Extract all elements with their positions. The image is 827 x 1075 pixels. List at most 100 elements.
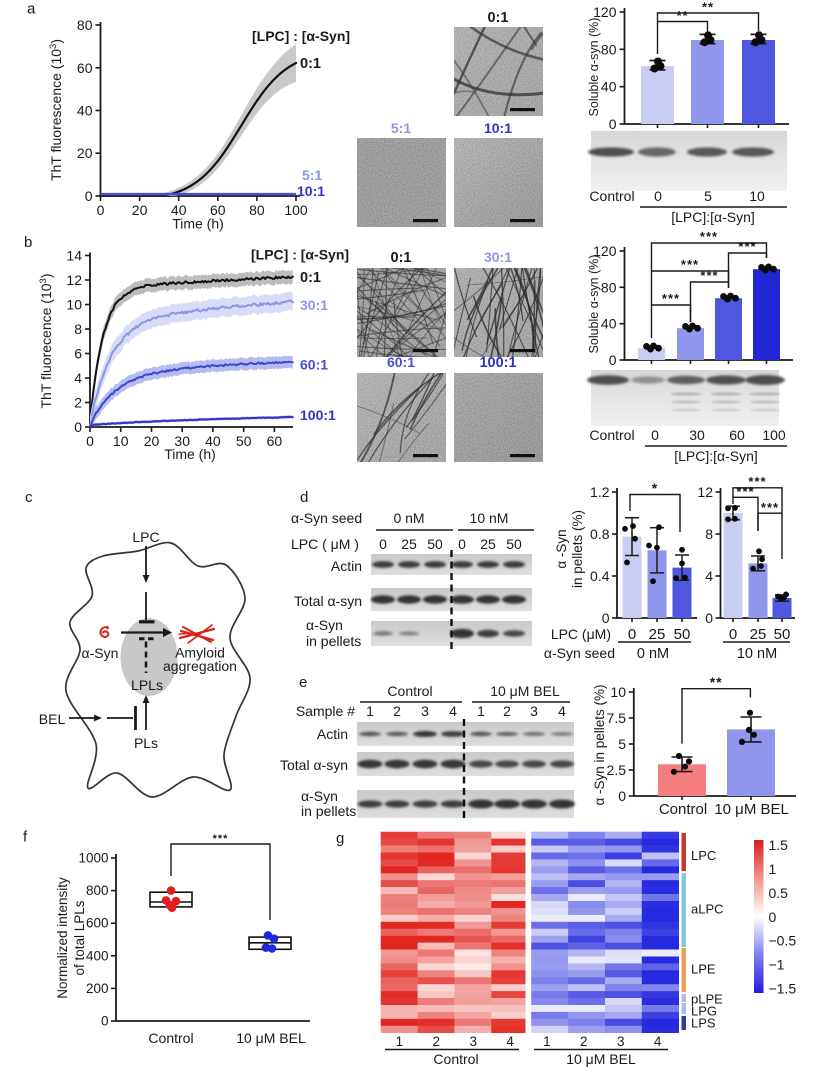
svg-text:60:1: 60:1 xyxy=(300,357,328,373)
svg-text:***: *** xyxy=(700,229,718,244)
svg-text:30:1: 30:1 xyxy=(300,297,328,313)
svg-text:α-Syn: α-Syn xyxy=(82,645,119,661)
svg-text:LPC ( μM ): LPC ( μM ) xyxy=(291,536,359,552)
svg-text:1.2: 1.2 xyxy=(590,484,610,500)
svg-text:Control: Control xyxy=(659,801,707,818)
svg-text:0: 0 xyxy=(609,116,617,132)
svg-text:25: 25 xyxy=(401,536,417,552)
svg-text:0: 0 xyxy=(458,536,466,552)
svg-text:40: 40 xyxy=(77,103,93,119)
svg-text:f: f xyxy=(23,829,28,846)
svg-text:0: 0 xyxy=(769,909,777,925)
svg-text:0.5: 0.5 xyxy=(769,885,789,901)
svg-text:3: 3 xyxy=(530,703,538,719)
svg-text:Time (h): Time (h) xyxy=(164,446,216,462)
svg-text:0: 0 xyxy=(618,788,626,804)
svg-text:ThT fluorescence (103): ThT fluorescence (103) xyxy=(48,39,65,181)
svg-text:α -Syn: α -Syn xyxy=(554,529,569,568)
svg-text:PLs: PLs xyxy=(134,735,158,751)
svg-text:Control: Control xyxy=(589,427,634,443)
svg-text:1: 1 xyxy=(769,861,777,877)
svg-text:2: 2 xyxy=(580,1034,588,1049)
svg-text:10 μM BEL: 10 μM BEL xyxy=(714,801,789,818)
svg-text:e: e xyxy=(299,674,307,691)
svg-text:***: *** xyxy=(738,239,756,254)
svg-text:200: 200 xyxy=(86,981,109,996)
svg-text:in pellets: in pellets xyxy=(306,633,361,649)
svg-text:0:1: 0:1 xyxy=(300,56,321,72)
svg-text:**: ** xyxy=(702,0,714,15)
svg-text:3: 3 xyxy=(469,1034,477,1049)
svg-text:d: d xyxy=(300,489,308,506)
svg-text:5: 5 xyxy=(618,736,626,752)
svg-text:−1.5: −1.5 xyxy=(769,981,797,997)
svg-text:−1: −1 xyxy=(769,957,785,973)
svg-text:50: 50 xyxy=(236,433,252,449)
svg-text:10: 10 xyxy=(113,433,129,449)
svg-text:1: 1 xyxy=(396,1034,404,1049)
svg-text:b: b xyxy=(24,234,32,251)
svg-text:80: 80 xyxy=(601,279,617,295)
svg-text:1.5: 1.5 xyxy=(769,837,789,853)
svg-text:40: 40 xyxy=(601,316,617,332)
svg-text:Soluble α-syn (%): Soluble α-syn (%) xyxy=(587,18,601,117)
svg-text:Actin: Actin xyxy=(317,726,348,742)
svg-text:Time (h): Time (h) xyxy=(172,216,224,232)
svg-text:0: 0 xyxy=(729,626,737,643)
svg-text:LPG: LPG xyxy=(691,1004,717,1019)
svg-text:400: 400 xyxy=(86,948,109,963)
svg-text:40: 40 xyxy=(171,202,187,218)
svg-text:0: 0 xyxy=(379,536,387,552)
svg-text:10 μM BEL: 10 μM BEL xyxy=(490,683,560,699)
svg-text:60:1: 60:1 xyxy=(387,354,415,370)
svg-text:of total LPLs: of total LPLs xyxy=(72,900,87,975)
svg-text:0 nM: 0 nM xyxy=(637,646,669,662)
svg-text:4: 4 xyxy=(705,568,713,584)
svg-text:1: 1 xyxy=(477,703,485,719)
svg-text:50: 50 xyxy=(774,626,791,643)
svg-text:Soluble α-syn (%): Soluble α-syn (%) xyxy=(587,255,601,354)
svg-text:0: 0 xyxy=(705,610,713,626)
svg-text:0: 0 xyxy=(74,419,82,435)
svg-text:120: 120 xyxy=(593,243,617,259)
svg-text:100:1: 100:1 xyxy=(300,407,336,423)
svg-text:***: *** xyxy=(748,474,766,489)
svg-text:0: 0 xyxy=(628,626,636,643)
svg-text:Control: Control xyxy=(589,188,634,204)
svg-text:20: 20 xyxy=(132,202,148,218)
svg-text:60: 60 xyxy=(267,433,283,449)
svg-text:0: 0 xyxy=(97,202,105,218)
svg-text:0.4: 0.4 xyxy=(590,568,610,584)
svg-text:800: 800 xyxy=(86,883,109,898)
svg-text:50: 50 xyxy=(427,536,443,552)
svg-text:10: 10 xyxy=(749,188,765,204)
svg-text:g: g xyxy=(336,830,344,847)
svg-text:c: c xyxy=(25,489,33,506)
svg-text:Control: Control xyxy=(433,1051,478,1067)
svg-text:12: 12 xyxy=(66,272,82,288)
svg-text:10:1: 10:1 xyxy=(484,120,512,136)
svg-text:4: 4 xyxy=(74,370,82,386)
svg-text:0: 0 xyxy=(101,1014,109,1029)
svg-text:25: 25 xyxy=(750,626,767,643)
svg-text:α-Syn: α-Syn xyxy=(301,788,338,804)
svg-text:3: 3 xyxy=(421,703,429,719)
svg-text:2: 2 xyxy=(393,703,401,719)
svg-text:20: 20 xyxy=(77,145,93,161)
svg-text:10 μM BEL: 10 μM BEL xyxy=(236,1030,306,1046)
svg-text:[LPC] : [α-Syn]: [LPC] : [α-Syn] xyxy=(251,247,349,263)
svg-text:80: 80 xyxy=(77,17,93,33)
svg-text:0: 0 xyxy=(654,188,662,204)
svg-text:LPLs: LPLs xyxy=(131,677,163,693)
svg-text:α-Syn: α-Syn xyxy=(306,617,343,633)
svg-text:in pellets (%): in pellets (%) xyxy=(570,510,585,588)
svg-text:8: 8 xyxy=(74,321,82,337)
svg-text:1000: 1000 xyxy=(78,851,108,866)
svg-text:10 μM BEL: 10 μM BEL xyxy=(566,1051,636,1067)
svg-text:LPC: LPC xyxy=(132,529,159,545)
svg-text:Sample #: Sample # xyxy=(296,703,355,719)
svg-text:100: 100 xyxy=(284,202,308,218)
svg-text:2: 2 xyxy=(74,395,82,411)
svg-text:α -Syn in pellets (%): α -Syn in pellets (%) xyxy=(592,684,607,805)
svg-text:10 nM: 10 nM xyxy=(737,646,777,662)
